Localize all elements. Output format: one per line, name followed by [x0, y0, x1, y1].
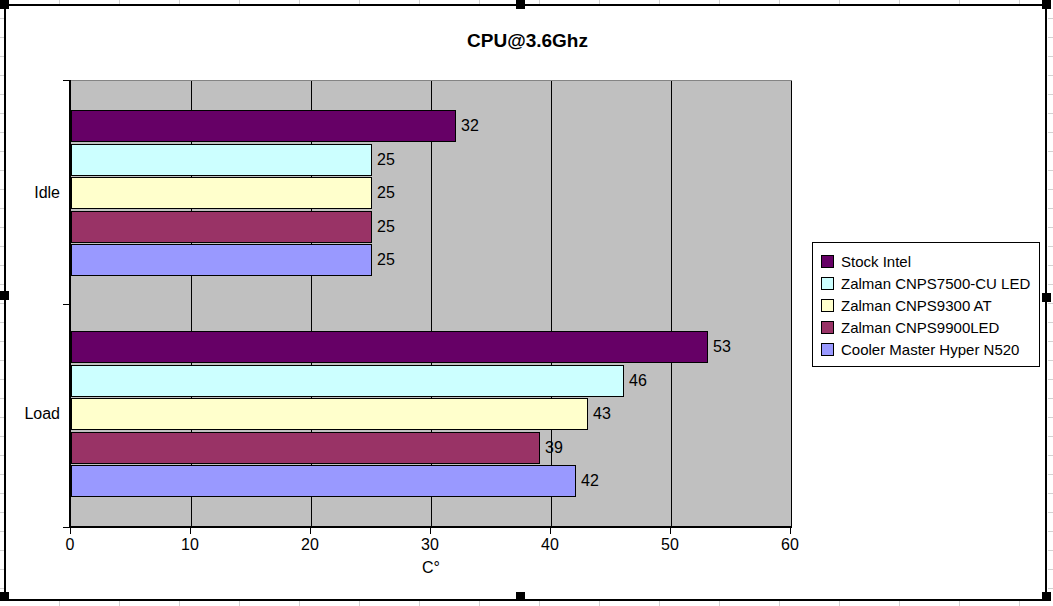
x-tick: [430, 528, 431, 534]
bar-load-2[interactable]: [71, 365, 624, 397]
data-label: 32: [461, 117, 479, 135]
legend-label: Zalman CNPS7500-CU LED: [841, 275, 1030, 292]
legend-swatch-icon: [821, 343, 834, 356]
x-tick-label: 0: [52, 536, 88, 554]
data-label: 25: [377, 151, 395, 169]
x-tick: [310, 528, 311, 534]
bar-idle-3[interactable]: [71, 177, 372, 209]
worksheet-gridlines-right: [1048, 0, 1053, 606]
legend-label: Zalman CNPS9300 AT: [841, 297, 992, 314]
x-axis-title: C°: [70, 559, 792, 577]
data-label: 42: [581, 472, 599, 490]
plot-area[interactable]: [70, 80, 792, 527]
category-label-idle: Idle: [6, 183, 60, 203]
legend-item[interactable]: Zalman CNPS9300 AT: [821, 294, 1031, 316]
x-tick: [790, 528, 791, 534]
category-tick: [63, 304, 70, 305]
bar-load-3[interactable]: [71, 398, 588, 430]
legend-swatch-icon: [821, 255, 834, 268]
legend-item[interactable]: Cooler Master Hyper N520: [821, 338, 1031, 360]
x-tick: [190, 528, 191, 534]
x-tick-label: 30: [412, 536, 448, 554]
gridline-50: [671, 81, 672, 526]
legend-swatch-icon: [821, 299, 834, 312]
chart-object[interactable]: CPU@3.6Ghz 32 25 25 25 25 53 46 43 39 42 0 10 20 30 4…: [4, 4, 1047, 601]
x-tick-label: 40: [532, 536, 568, 554]
bar-idle-2[interactable]: [71, 144, 372, 176]
selection-handle-ne[interactable]: [1042, 0, 1051, 9]
x-tick-label: 10: [172, 536, 208, 554]
legend-item[interactable]: Zalman CNPS7500-CU LED: [821, 272, 1031, 294]
legend-label: Zalman CNPS9900LED: [841, 319, 999, 336]
x-tick: [550, 528, 551, 534]
bar-load-1[interactable]: [71, 331, 708, 363]
bar-idle-1[interactable]: [71, 110, 456, 142]
data-label: 25: [377, 218, 395, 236]
legend-item[interactable]: Stock Intel: [821, 250, 1031, 272]
x-tick-label: 20: [292, 536, 328, 554]
data-label: 39: [545, 439, 563, 457]
bar-idle-5[interactable]: [71, 244, 372, 276]
bar-load-4[interactable]: [71, 432, 540, 464]
data-label: 46: [629, 372, 647, 390]
data-label: 43: [593, 405, 611, 423]
bar-idle-4[interactable]: [71, 211, 372, 243]
category-label-load: Load: [6, 404, 60, 424]
legend-label: Cooler Master Hyper N520: [841, 341, 1019, 358]
legend-item[interactable]: Zalman CNPS9900LED: [821, 316, 1031, 338]
bar-load-5[interactable]: [71, 465, 576, 497]
x-tick-label: 60: [772, 536, 808, 554]
excel-worksheet: { "chart": { "title": "CPU@3.6Ghz", "xla…: [0, 0, 1053, 606]
data-label: 25: [377, 184, 395, 202]
x-tick: [70, 528, 71, 534]
legend-label: Stock Intel: [841, 253, 911, 270]
legend-swatch-icon: [821, 321, 834, 334]
selection-handle-e[interactable]: [1042, 293, 1051, 302]
data-label: 25: [377, 251, 395, 269]
selection-handle-s[interactable]: [516, 592, 525, 601]
x-tick-label: 50: [652, 536, 688, 554]
selection-handle-nw[interactable]: [0, 0, 9, 9]
selection-handle-sw[interactable]: [0, 592, 9, 601]
selection-handle-n[interactable]: [516, 0, 525, 9]
legend-swatch-icon: [821, 277, 834, 290]
data-label: 53: [713, 338, 731, 356]
worksheet-gridlines-bottom: [0, 601, 1053, 606]
selection-handle-w[interactable]: [0, 291, 9, 300]
category-tick: [63, 527, 70, 528]
category-tick: [63, 80, 70, 81]
legend[interactable]: Stock Intel Zalman CNPS7500-CU LED Zalman …: [812, 242, 1040, 367]
gridline-60: [791, 81, 792, 526]
selection-handle-se[interactable]: [1042, 592, 1051, 601]
chart-title: CPU@3.6Ghz: [6, 30, 1049, 52]
gridline-40: [551, 81, 552, 526]
x-tick: [670, 528, 671, 534]
